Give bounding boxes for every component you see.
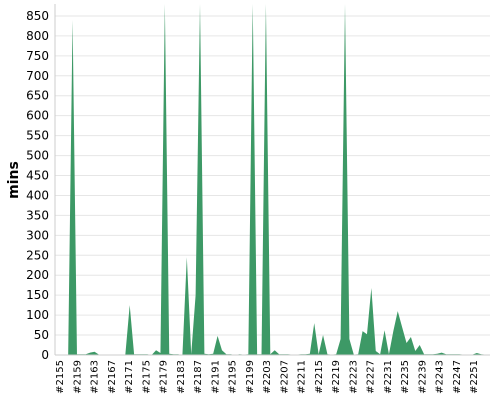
series-area [55, 4, 490, 355]
y-tick-label: 550 [26, 129, 49, 143]
grid-lines [55, 15, 490, 356]
x-tick-label: #2203 [262, 360, 273, 394]
x-tick-label: #2211 [297, 360, 308, 394]
x-tick-label: #2215 [314, 360, 325, 394]
y-tick-label: 250 [26, 248, 49, 262]
x-tick-label: #2175 [141, 360, 152, 394]
x-tick-label: #2243 [435, 360, 446, 394]
x-tick-label: #2251 [469, 360, 480, 394]
x-tick-label: #2207 [279, 360, 290, 394]
y-tick-label: 300 [26, 228, 49, 242]
y-tick-label: 150 [26, 288, 49, 302]
x-tick-label: #2191 [210, 360, 221, 394]
x-tick-label: #2199 [245, 360, 256, 394]
axes [54, 4, 490, 356]
y-axis-label: mins [6, 161, 22, 199]
y-tick-label: 400 [26, 188, 49, 202]
y-tick-labels: 0 50 100 150 200 250 300 350 400 450 500 550 600 650 7… [26, 9, 49, 362]
x-tick-label: #2163 [90, 360, 101, 394]
y-tick-label: 200 [26, 268, 49, 282]
y-tick-label: 850 [26, 9, 49, 23]
x-tick-label: #2231 [383, 360, 394, 394]
y-tick-label: 450 [26, 169, 49, 183]
x-tick-label: #2247 [452, 360, 463, 394]
x-tick-label: #2183 [176, 360, 187, 394]
x-tick-label: #2171 [124, 360, 135, 394]
x-tick-label: #2223 [348, 360, 359, 394]
y-tick-label: 50 [34, 328, 49, 342]
y-tick-label: 500 [26, 149, 49, 163]
x-tick-label: #2227 [366, 360, 377, 394]
x-tick-label: #2187 [193, 360, 204, 394]
y-tick-label: 650 [26, 89, 49, 103]
x-tick-label: #2239 [417, 360, 428, 394]
x-tick-labels: #2155 #2159 #2163 #2167 #2171 #2175 #2179 #2183… [55, 360, 480, 394]
x-tick-label: #2179 [159, 360, 170, 394]
x-tick-label: #2155 [55, 360, 66, 394]
y-tick-label: 0 [41, 348, 49, 362]
x-tick-label: #2235 [400, 360, 411, 394]
x-tick-label: #2167 [107, 360, 118, 394]
series-area-path [55, 4, 490, 355]
y-tick-label: 100 [26, 308, 49, 322]
x-tick-label: #2159 [72, 360, 83, 394]
y-tick-label: 750 [26, 49, 49, 63]
x-tick-label: #2195 [228, 360, 239, 394]
y-tick-label: 700 [26, 69, 49, 83]
x-tick-label: #2219 [331, 360, 342, 394]
y-tick-label: 600 [26, 109, 49, 123]
y-tick-label: 350 [26, 208, 49, 222]
y-tick-label: 800 [26, 29, 49, 43]
